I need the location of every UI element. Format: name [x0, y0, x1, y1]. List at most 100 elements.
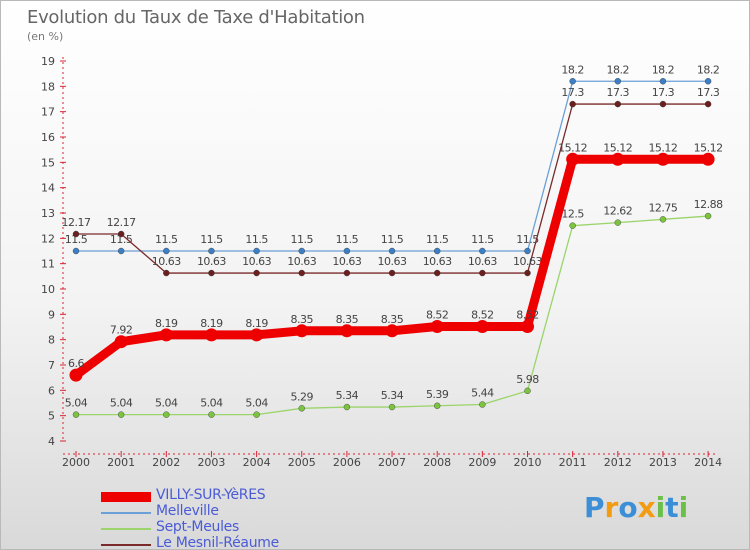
data-point — [659, 216, 667, 223]
x-tick-label: 2005 — [288, 456, 316, 469]
data-label: 8.19 — [245, 317, 268, 330]
legend-swatch — [101, 528, 151, 530]
x-tick-label: 2000 — [62, 456, 90, 469]
x-tick-label: 2009 — [468, 456, 496, 469]
data-point — [208, 247, 215, 255]
data-label: 11.5 — [291, 233, 314, 246]
x-tick-label: 2008 — [423, 456, 451, 469]
data-point — [117, 230, 125, 238]
data-label: 15.12 — [648, 141, 677, 154]
data-label: 5.04 — [155, 397, 178, 410]
data-label: 10.63 — [513, 255, 542, 268]
data-point — [611, 152, 625, 166]
y-tick-label: 14 — [41, 182, 55, 195]
data-point — [479, 247, 486, 255]
data-label: 10.63 — [197, 255, 226, 268]
series-line — [75, 80, 709, 252]
legend-label: Sept-Meules — [156, 519, 239, 535]
legend-label: Melleville — [156, 503, 219, 519]
x-tick-label: 2013 — [649, 456, 677, 469]
data-point — [659, 100, 667, 108]
data-label: 11.5 — [516, 233, 539, 246]
data-point — [295, 324, 309, 338]
data-label: 8.19 — [155, 317, 178, 330]
x-tick-label: 2004 — [243, 456, 271, 469]
data-label: 11.5 — [381, 233, 404, 246]
data-point — [72, 230, 80, 238]
data-point — [475, 319, 489, 333]
y-tick-label: 5 — [48, 410, 55, 423]
data-point — [569, 222, 576, 229]
y-tick-label: 10 — [41, 283, 55, 296]
x-tick-label: 2006 — [333, 456, 361, 469]
y-tick-label: 8 — [48, 334, 55, 347]
data-label: 17.3 — [607, 86, 630, 99]
y-tick-label: 11 — [41, 258, 55, 271]
data-point — [298, 247, 305, 255]
x-tick-label: 2003 — [197, 456, 225, 469]
data-point — [343, 269, 351, 277]
data-label: 5.04 — [245, 397, 268, 410]
data-point — [250, 328, 264, 342]
data-label: 6.6 — [68, 357, 84, 370]
data-label: 7.92 — [110, 324, 133, 337]
data-point — [388, 247, 396, 255]
data-label: 17.3 — [652, 86, 675, 99]
data-point — [159, 328, 173, 342]
data-point — [524, 387, 531, 395]
legend-label: VILLY-SUR-YèRES — [156, 487, 266, 503]
series-line — [75, 103, 709, 274]
data-point — [704, 78, 712, 85]
data-label: 12.5 — [561, 208, 584, 221]
y-tick-label: 9 — [48, 308, 55, 321]
data-point — [701, 152, 715, 166]
data-point — [479, 269, 486, 277]
data-label: 10.63 — [468, 255, 497, 268]
logo-letter: i — [678, 491, 689, 524]
data-point — [656, 152, 670, 166]
data-point — [69, 368, 83, 382]
data-point — [704, 100, 712, 108]
data-label: 8.52 — [426, 308, 449, 321]
data-point — [340, 324, 354, 338]
data-point — [430, 319, 444, 333]
y-tick-label: 19 — [41, 55, 55, 68]
data-point — [521, 319, 534, 333]
logo-letter: r — [604, 491, 619, 524]
data-label: 11.5 — [110, 233, 133, 246]
y-tick-label: 12 — [41, 232, 55, 245]
data-point — [163, 269, 170, 277]
data-label: 11.5 — [155, 233, 178, 246]
data-label: 11.5 — [426, 233, 449, 246]
data-label: 8.35 — [291, 313, 314, 326]
x-tick-label: 2007 — [378, 456, 406, 469]
data-label: 12.17 — [107, 216, 136, 229]
chart-subtitle: (en %) — [27, 30, 64, 43]
data-point — [434, 402, 441, 409]
x-tick-label: 2010 — [514, 456, 542, 469]
y-tick-label: 17 — [41, 106, 55, 119]
data-label: 5.04 — [65, 397, 88, 410]
data-point — [163, 411, 170, 418]
y-tick-label: 7 — [48, 359, 55, 372]
logo-letter: x — [637, 491, 656, 524]
data-label: 5.44 — [471, 387, 494, 400]
data-point — [343, 247, 351, 255]
data-point — [117, 247, 125, 255]
data-point — [434, 247, 441, 255]
data-point — [704, 212, 712, 220]
data-point — [614, 78, 621, 85]
y-tick-label: 18 — [41, 80, 55, 93]
data-point — [524, 247, 531, 255]
data-point — [614, 100, 621, 108]
data-point — [253, 411, 260, 418]
data-point — [569, 100, 576, 108]
chart-title: Evolution du Taux de Taxe d'Habitation — [27, 7, 365, 28]
x-tick-label: 2012 — [604, 456, 632, 469]
data-label: 18.2 — [697, 63, 720, 76]
data-label: 10.63 — [423, 255, 452, 268]
data-label: 15.12 — [694, 141, 723, 154]
data-label: 10.63 — [287, 255, 316, 268]
logo-letter: P — [584, 491, 605, 524]
